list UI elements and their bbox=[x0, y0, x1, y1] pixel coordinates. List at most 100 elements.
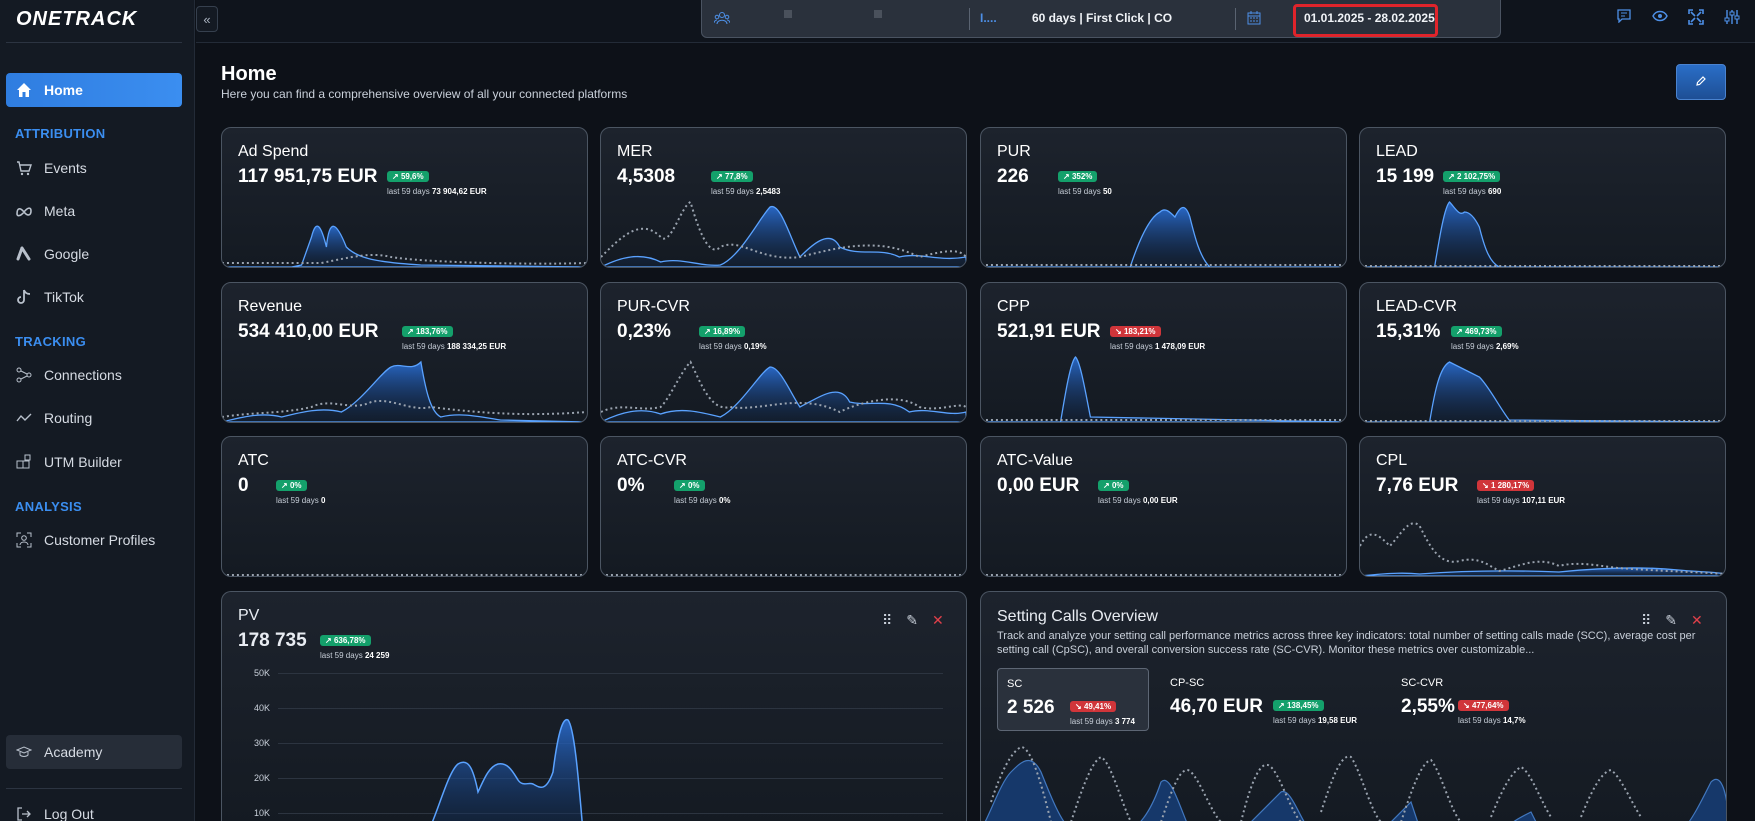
eye-icon[interactable] bbox=[1651, 9, 1669, 30]
metric-card-atc-cvr[interactable]: ATC-CVR 0% ↗ 0% last 59 days 0% bbox=[600, 436, 967, 577]
collapse-sidebar-button[interactable]: « bbox=[196, 6, 218, 32]
card-meta: ↗ 636,78% last 59 days 24 259 bbox=[320, 635, 390, 660]
metric-value: 46,70 EUR bbox=[1170, 696, 1263, 717]
change-badge: ↗ 636,78% bbox=[320, 635, 371, 646]
metric-card-lead[interactable]: LEAD 15 199 ↗ 2 102,75% last 59 days 690 bbox=[1359, 127, 1726, 268]
sidebar-item-academy[interactable]: Academy bbox=[6, 735, 182, 769]
trend-up-icon: ↗ bbox=[1456, 327, 1465, 336]
users-icon[interactable] bbox=[713, 11, 731, 28]
change-badge: ↘ 49,41% bbox=[1070, 701, 1117, 712]
cart-icon bbox=[14, 158, 34, 178]
metric-card-pur-cvr[interactable]: PUR-CVR 0,23% ↗ 16,89% last 59 days 0,19% bbox=[600, 282, 967, 423]
fullscreen-icon[interactable] bbox=[1687, 9, 1705, 30]
connections-icon bbox=[14, 365, 34, 385]
trend-up-icon: ↗ bbox=[392, 172, 401, 181]
card-value: 15 199 bbox=[1376, 166, 1435, 187]
sliders-icon[interactable] bbox=[1723, 9, 1741, 30]
tiktok-icon bbox=[14, 287, 34, 307]
section-attribution: ATTRIBUTION bbox=[15, 126, 106, 141]
metric-card-mer[interactable]: MER 4,5308 ↗ 77,8% last 59 days 2,5483 bbox=[600, 127, 967, 268]
edit-dashboard-button[interactable] bbox=[1676, 64, 1726, 100]
close-icon[interactable]: ✕ bbox=[932, 612, 944, 628]
metric-card-atc[interactable]: ATC 0 ↗ 0% last 59 days 0 bbox=[221, 436, 588, 577]
metric-card-revenue[interactable]: Revenue 534 410,00 EUR ↗ 183,76% last 59 da… bbox=[221, 282, 588, 423]
sidebar-item-tiktok[interactable]: TikTok bbox=[6, 280, 182, 314]
pencil-icon[interactable]: ✎ bbox=[1665, 612, 1677, 628]
trend-down-icon: ↘ bbox=[1115, 327, 1124, 336]
change-badge: ↗ 16,89% bbox=[699, 326, 746, 337]
metric-value: 2,55% bbox=[1401, 696, 1455, 717]
section-tracking: TRACKING bbox=[15, 334, 87, 349]
metric-card-cpp[interactable]: CPP 521,91 EUR ↘ 183,21% last 59 days 1 478… bbox=[980, 282, 1347, 423]
change-badge: ↘ 183,21% bbox=[1110, 326, 1161, 337]
attribution-settings[interactable]: 60 days | First Click | CO bbox=[1032, 11, 1173, 25]
card-title: ATC-Value bbox=[997, 452, 1073, 469]
sparkline bbox=[601, 200, 966, 267]
drag-handle-icon[interactable]: ⠿ bbox=[882, 612, 893, 628]
sidebar-item-routing[interactable]: Routing bbox=[6, 401, 182, 435]
blurred-account-name bbox=[784, 10, 792, 18]
card-title: MER bbox=[617, 143, 653, 160]
card-value: 226 bbox=[997, 166, 1029, 187]
sidebar-item-google[interactable]: Google bbox=[6, 237, 182, 271]
card-title: Ad Spend bbox=[238, 143, 309, 160]
trend-up-icon: ↗ bbox=[1448, 172, 1457, 181]
card-tools: ⠿ ✎ ✕ bbox=[882, 612, 944, 629]
change-badge: ↗ 0% bbox=[276, 480, 307, 491]
change-badge: ↗ 59,6% bbox=[387, 171, 429, 182]
change-badge: ↗ 469,73% bbox=[1451, 326, 1502, 337]
change-badge: ↘ 477,64% bbox=[1458, 700, 1509, 711]
y-tick: 30K bbox=[253, 738, 270, 748]
sparkline bbox=[601, 574, 966, 576]
date-range-picker[interactable]: 01.01.2025 - 28.02.2025 bbox=[1304, 11, 1435, 25]
sidebar-item-customer-profiles[interactable]: Customer Profiles bbox=[6, 523, 182, 557]
sidebar-item-home[interactable]: Home bbox=[6, 73, 182, 107]
card-meta: ↗ 0% last 59 days 0,00 EUR bbox=[1098, 480, 1178, 505]
card-meta: ↘ 1 280,17% last 59 days 107,11 EUR bbox=[1477, 480, 1566, 505]
global-filter-bar[interactable]: I.... 60 days | First Click | CO 01.01.2… bbox=[701, 0, 1501, 38]
divider bbox=[969, 8, 970, 30]
logout-button[interactable]: Log Out bbox=[6, 797, 182, 821]
trend-up-icon: ↗ bbox=[407, 327, 416, 336]
metric-card-ad-spend[interactable]: Ad Spend 117 951,75 EUR ↗ 59,6% last 59 day… bbox=[221, 127, 588, 268]
change-badge: ↗ 352% bbox=[1058, 171, 1098, 182]
sidebar-item-meta[interactable]: Meta bbox=[6, 194, 182, 228]
change-badge: ↗ 0% bbox=[674, 480, 705, 491]
sidebar-item-label: Customer Profiles bbox=[44, 532, 156, 548]
chat-icon[interactable] bbox=[1615, 9, 1633, 30]
google-ads-icon bbox=[14, 244, 34, 264]
card-tools: ⠿ ✎ ✕ bbox=[1641, 612, 1703, 629]
sidebar-item-utm-builder[interactable]: UTM Builder bbox=[6, 445, 182, 479]
sparkline bbox=[222, 574, 587, 576]
metric-card-cpl[interactable]: CPL 7,76 EUR ↘ 1 280,17% last 59 days 107,1… bbox=[1359, 436, 1726, 577]
metric-card-atc-value[interactable]: ATC-Value 0,00 EUR ↗ 0% last 59 days 0,00 E… bbox=[980, 436, 1347, 577]
sidebar-item-events[interactable]: Events bbox=[6, 151, 182, 185]
drag-handle-icon[interactable]: ⠿ bbox=[1641, 612, 1652, 628]
sparkline bbox=[1360, 522, 1725, 576]
top-actions bbox=[1615, 9, 1741, 30]
graduation-cap-icon bbox=[14, 742, 34, 762]
y-tick: 10K bbox=[253, 808, 270, 818]
metric-meta: ↘ 477,64% last 59 days 14,7% bbox=[1458, 700, 1526, 725]
sc-metric-sc-cvr[interactable]: SC-CVR 2,55% ↘ 477,64% last 59 days 14,7% bbox=[1392, 668, 1544, 731]
metric-card-lead-cvr[interactable]: LEAD-CVR 15,31% ↗ 469,73% last 59 days 2,69… bbox=[1359, 282, 1726, 423]
onetrack-logo[interactable]: ONETRACK bbox=[16, 8, 138, 30]
sc-metric-sc[interactable]: SC 2 526 ↘ 49,41% last 59 days 3 774 bbox=[997, 668, 1149, 731]
trend-up-icon: ↗ bbox=[716, 172, 725, 181]
card-meta: ↗ 16,89% last 59 days 0,19% bbox=[699, 326, 767, 351]
card-meta: ↗ 469,73% last 59 days 2,69% bbox=[1451, 326, 1519, 351]
card-meta: ↗ 0% last 59 days 0 bbox=[276, 480, 326, 505]
close-icon[interactable]: ✕ bbox=[1691, 612, 1703, 628]
card-meta: ↗ 2 102,75% last 59 days 690 bbox=[1443, 171, 1502, 196]
calendar-icon[interactable] bbox=[1247, 11, 1261, 28]
metric-card-pur[interactable]: PUR 226 ↗ 352% last 59 days 50 bbox=[980, 127, 1347, 268]
sc-metric-cp-sc[interactable]: CP-SC 46,70 EUR ↗ 138,45% last 59 days 19,5… bbox=[1161, 668, 1381, 731]
date-range-highlight bbox=[1293, 4, 1438, 37]
pencil-icon[interactable]: ✎ bbox=[906, 612, 918, 628]
sidebar-item-connections[interactable]: Connections bbox=[6, 358, 182, 392]
change-badge: ↗ 2 102,75% bbox=[1443, 171, 1501, 182]
sparkline bbox=[981, 356, 1346, 422]
card-meta: ↘ 183,21% last 59 days 1 478,09 EUR bbox=[1110, 326, 1206, 351]
meta-icon bbox=[14, 201, 34, 221]
setting-calls-card: Setting Calls Overview Track and analyze… bbox=[980, 591, 1727, 821]
